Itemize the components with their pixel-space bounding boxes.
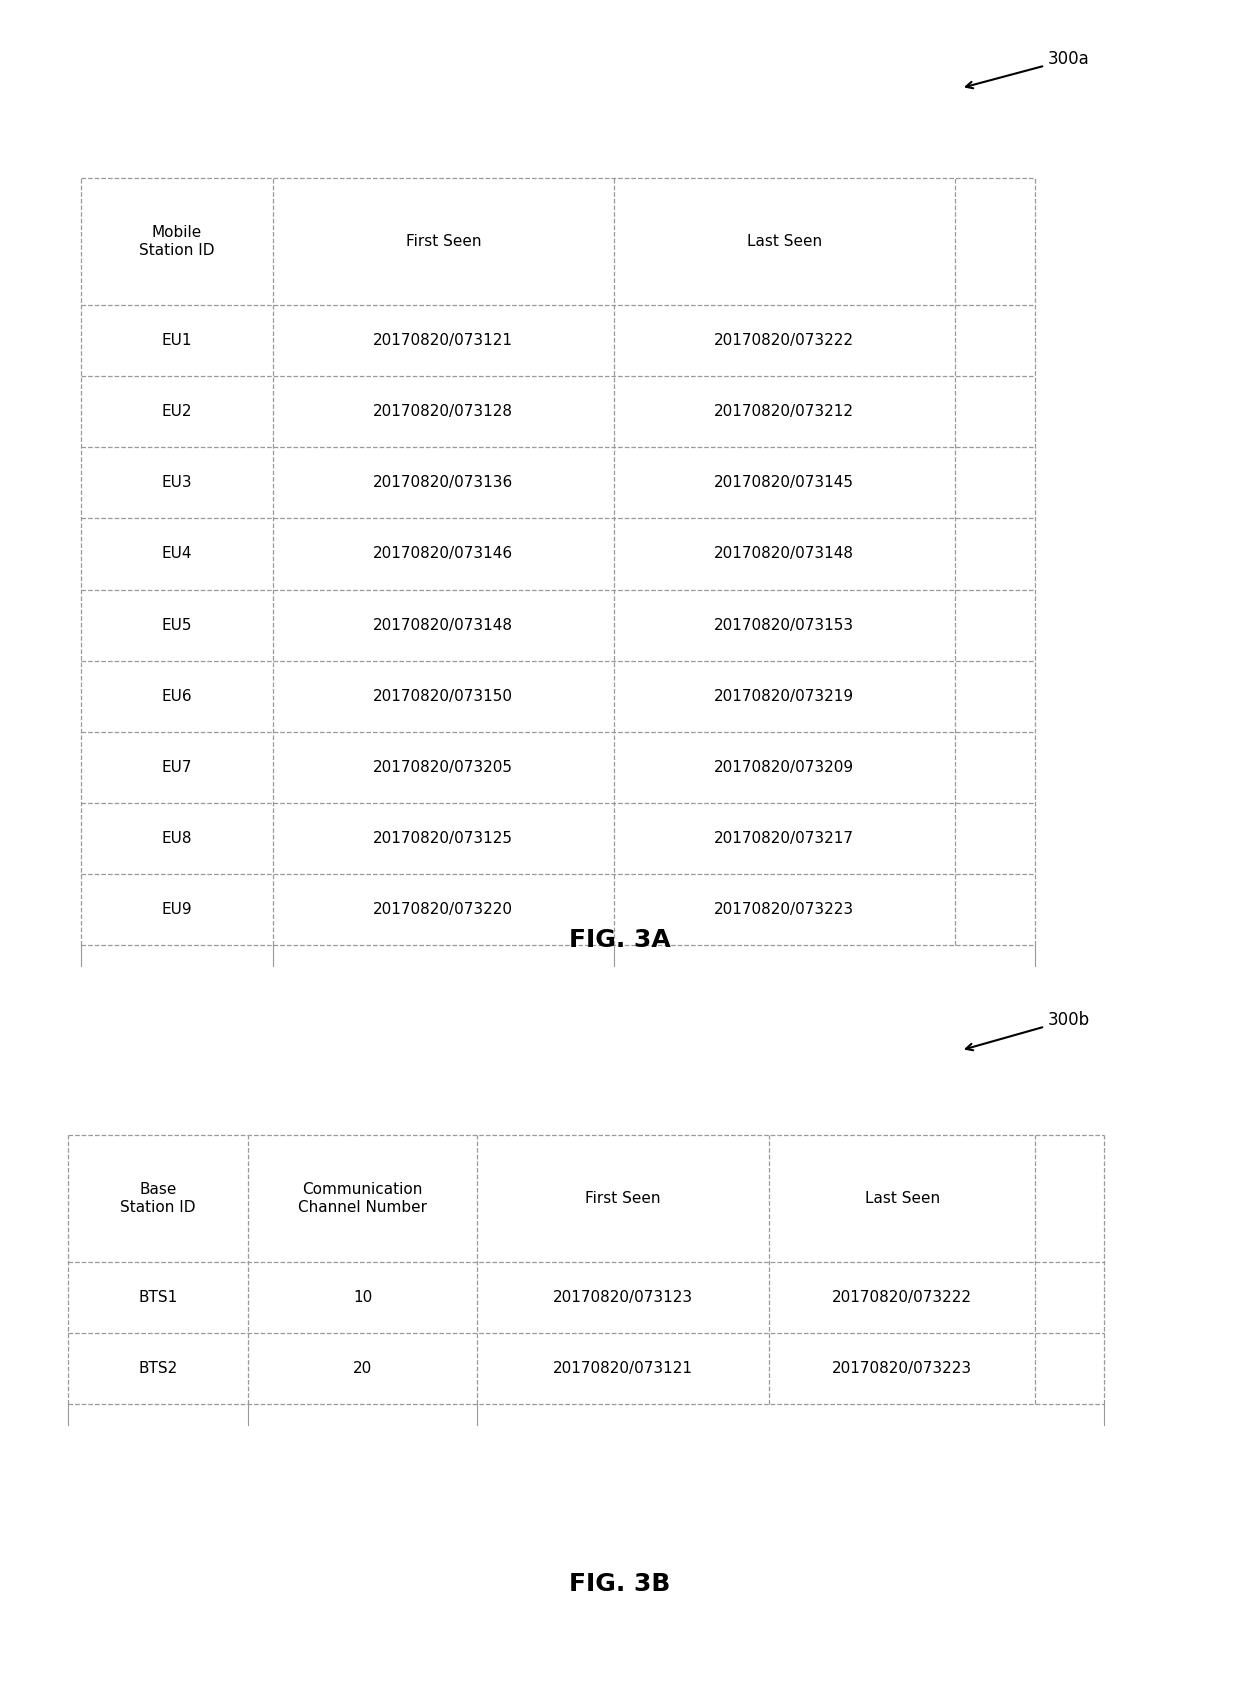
Text: 20170820/073148: 20170820/073148 [714, 547, 854, 561]
Text: Communication
Channel Number: Communication Channel Number [298, 1182, 428, 1215]
Text: 20170820/073150: 20170820/073150 [373, 689, 513, 703]
Text: BTS1: BTS1 [139, 1291, 177, 1304]
Text: EU2: EU2 [161, 405, 192, 418]
Text: 20170820/073128: 20170820/073128 [373, 405, 513, 418]
Text: BTS2: BTS2 [139, 1362, 177, 1376]
Text: 20170820/073222: 20170820/073222 [714, 334, 854, 347]
Text: EU9: EU9 [161, 903, 192, 916]
Text: 20170820/073209: 20170820/073209 [714, 761, 854, 774]
Text: 20170820/073222: 20170820/073222 [832, 1291, 972, 1304]
Text: FIG. 3A: FIG. 3A [569, 928, 671, 952]
Text: EU7: EU7 [161, 761, 192, 774]
Text: 20170820/073220: 20170820/073220 [373, 903, 513, 916]
Text: EU3: EU3 [161, 476, 192, 490]
Text: 20170820/073148: 20170820/073148 [373, 618, 513, 632]
Text: 300b: 300b [966, 1011, 1090, 1050]
Text: 20170820/073212: 20170820/073212 [714, 405, 854, 418]
Text: 20: 20 [353, 1362, 372, 1376]
Text: First Seen: First Seen [405, 234, 481, 249]
Text: 300a: 300a [966, 51, 1090, 88]
Text: Mobile
Station ID: Mobile Station ID [139, 225, 215, 257]
Text: 20170820/073145: 20170820/073145 [714, 476, 854, 490]
Text: First Seen: First Seen [585, 1191, 661, 1206]
Text: Last Seen: Last Seen [864, 1191, 940, 1206]
Text: EU6: EU6 [161, 689, 192, 703]
Text: 20170820/073123: 20170820/073123 [553, 1291, 693, 1304]
Text: Base
Station ID: Base Station ID [120, 1182, 196, 1215]
Text: 20170820/073223: 20170820/073223 [832, 1362, 972, 1376]
Text: EU5: EU5 [161, 618, 192, 632]
Text: Last Seen: Last Seen [746, 234, 822, 249]
Text: 20170820/073136: 20170820/073136 [373, 476, 513, 490]
Text: 20170820/073219: 20170820/073219 [714, 689, 854, 703]
Text: EU1: EU1 [161, 334, 192, 347]
Text: FIG. 3B: FIG. 3B [569, 1572, 671, 1596]
Text: 20170820/073146: 20170820/073146 [373, 547, 513, 561]
Text: 10: 10 [353, 1291, 372, 1304]
Text: 20170820/073125: 20170820/073125 [373, 832, 513, 845]
Text: 20170820/073153: 20170820/073153 [714, 618, 854, 632]
Text: 20170820/073223: 20170820/073223 [714, 903, 854, 916]
Text: 20170820/073217: 20170820/073217 [714, 832, 854, 845]
Text: 20170820/073205: 20170820/073205 [373, 761, 513, 774]
Text: 20170820/073121: 20170820/073121 [373, 334, 513, 347]
Text: EU4: EU4 [161, 547, 192, 561]
Text: 20170820/073121: 20170820/073121 [553, 1362, 693, 1376]
Text: EU8: EU8 [161, 832, 192, 845]
